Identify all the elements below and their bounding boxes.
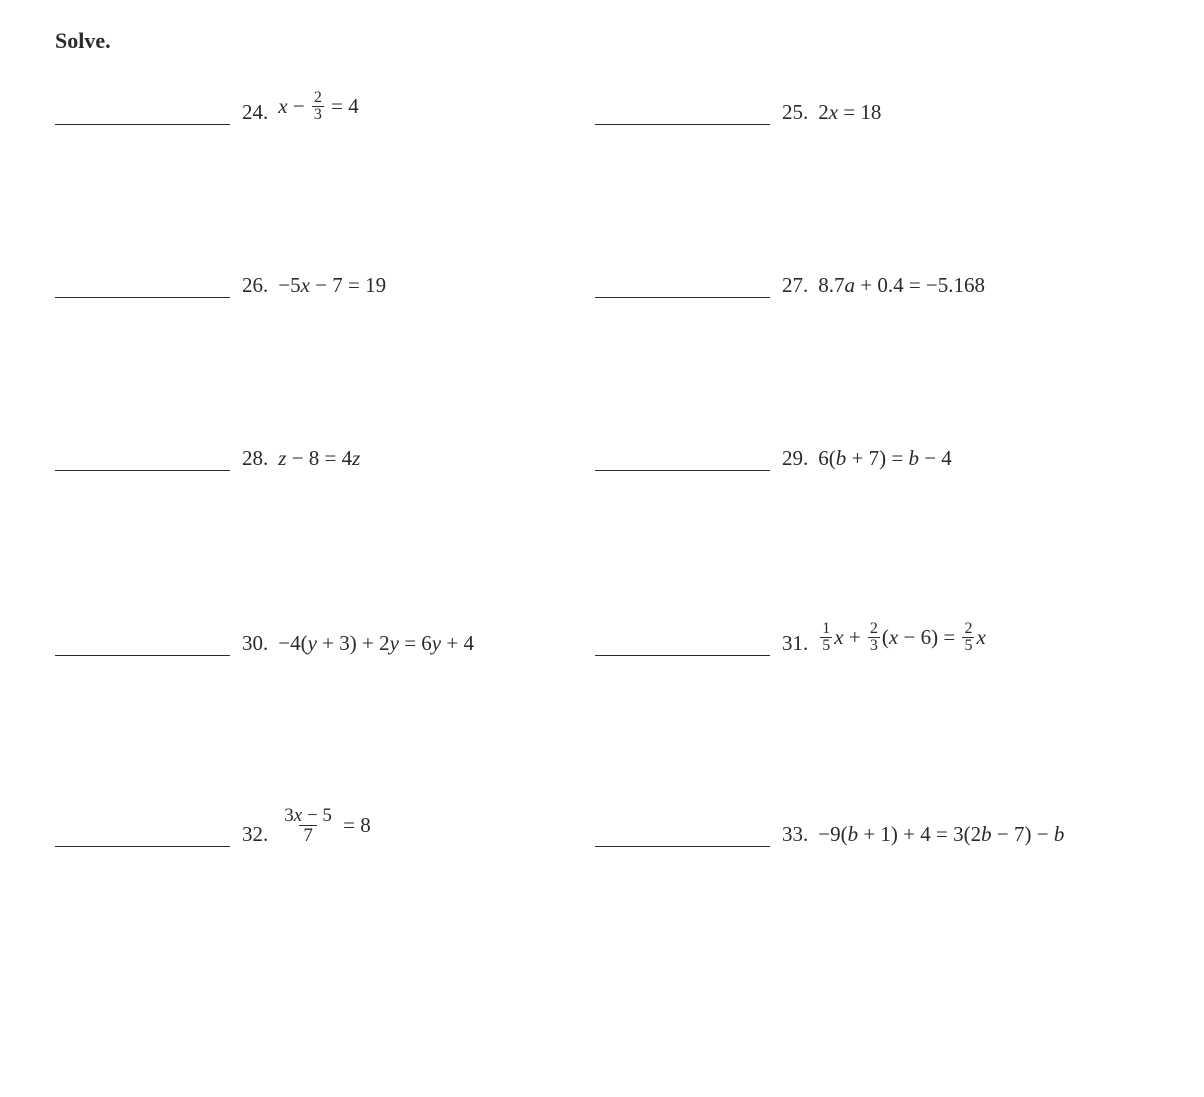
problem-number: 29. [782,448,808,471]
answer-blank[interactable] [595,824,770,847]
section-header: Solve. [55,28,1149,54]
answer-blank[interactable] [55,275,230,298]
problem-row: 28. z − 8 = 4z 29. 6(b + 7) = b − 4 [55,448,1149,471]
problem-number: 31. [782,633,808,656]
problem-cell: 33. −9(b + 1) + 4 = 3(2b − 7) − b [595,824,1149,847]
equation: x − 23 = 4 [278,90,359,125]
equation: 3x − 57 = 8 [278,806,371,847]
answer-blank[interactable] [595,275,770,298]
equation: z − 8 = 4z [278,448,360,471]
problem-row: 32. 3x − 57 = 8 33. −9(b + 1) + 4 = 3(2b… [55,806,1149,847]
worksheet-page: Solve. 24. x − 23 = 4 25. 2x = 18 [0,0,1204,1097]
problem-number: 24. [242,102,268,125]
problem-number: 33. [782,824,808,847]
answer-blank[interactable] [595,448,770,471]
problem-row: 24. x − 23 = 4 25. 2x = 18 [55,90,1149,125]
problem-row: 26. −5x − 7 = 19 27. 8.7a + 0.4 = −5.168 [55,275,1149,298]
equation: −4(y + 3) + 2y = 6y + 4 [278,633,474,656]
answer-blank[interactable] [595,102,770,125]
problem-cell: 29. 6(b + 7) = b − 4 [595,448,1149,471]
answer-blank[interactable] [55,633,230,656]
problem-number: 28. [242,448,268,471]
answer-blank[interactable] [55,102,230,125]
equation: 2x = 18 [818,102,881,125]
problem-number: 26. [242,275,268,298]
problem-cell: 28. z − 8 = 4z [55,448,595,471]
problem-cell: 31. 15x + 23(x − 6) = 25x [595,621,1149,656]
problem-cell: 27. 8.7a + 0.4 = −5.168 [595,275,1149,298]
problem-cell: 30. −4(y + 3) + 2y = 6y + 4 [55,633,595,656]
answer-blank[interactable] [55,824,230,847]
problem-number: 27. [782,275,808,298]
problem-cell: 24. x − 23 = 4 [55,90,595,125]
answer-blank[interactable] [595,633,770,656]
problem-cell: 25. 2x = 18 [595,102,1149,125]
problem-cell: 26. −5x − 7 = 19 [55,275,595,298]
problem-rows: 24. x − 23 = 4 25. 2x = 18 26. −5x − 7 =… [55,90,1149,847]
problem-number: 32. [242,824,268,847]
equation: 6(b + 7) = b − 4 [818,448,952,471]
equation: 8.7a + 0.4 = −5.168 [818,275,985,298]
problem-cell: 32. 3x − 57 = 8 [55,806,595,847]
equation: −9(b + 1) + 4 = 3(2b − 7) − b [818,824,1064,847]
equation: −5x − 7 = 19 [278,275,386,298]
equation: 15x + 23(x − 6) = 25x [818,621,986,656]
answer-blank[interactable] [55,448,230,471]
problem-number: 30. [242,633,268,656]
problem-row: 30. −4(y + 3) + 2y = 6y + 4 31. 15x + 23… [55,621,1149,656]
problem-number: 25. [782,102,808,125]
